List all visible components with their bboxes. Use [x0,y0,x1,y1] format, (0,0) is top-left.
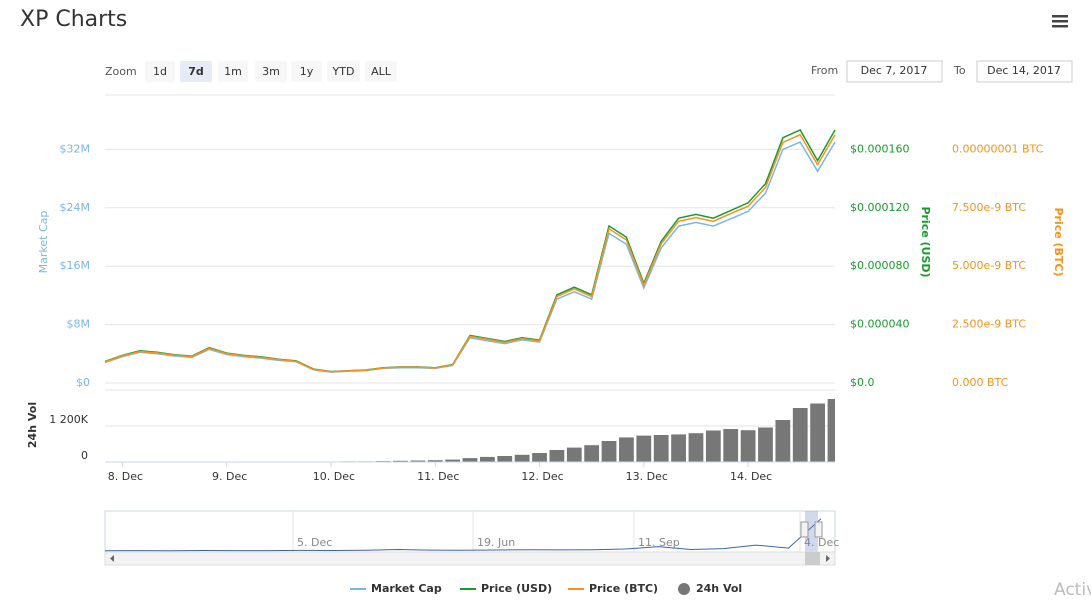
watermark: Activ [1054,580,1091,600]
volume-bar [775,420,791,462]
y3-tick-label: 2.500e-9 BTC [952,318,1026,331]
navigator-label: 5. Dec [297,536,332,549]
navigator-line [104,518,822,552]
y-tick-label: $0 [76,376,90,389]
y-tick-label: $32M [60,142,91,155]
zoom-button[interactable] [255,61,287,82]
volume-bar [810,403,826,462]
navigator-frame [104,510,836,553]
volume-bar [740,430,756,462]
y3-tick-label: 0.00000001 BTC [952,142,1044,155]
zoom-button-label[interactable]: ALL [371,65,392,78]
volume-bar [427,460,443,462]
navigator-label: 19. Jun [477,536,515,549]
navigator-selection [805,511,818,552]
navigator-handle[interactable] [814,521,823,538]
x-tick-label: 8. Dec [108,470,143,483]
legend-label[interactable]: Price (BTC) [589,582,658,595]
volume-bar [497,456,513,462]
y2-tick-label: $0.000040 [850,318,910,331]
zoom-button-label[interactable]: 1m [224,65,242,78]
volume-bar [705,430,721,462]
legend-label[interactable]: 24h Vol [696,582,742,595]
y3-axis-title: Price (BTC) [1052,207,1065,276]
navigator-handle[interactable] [800,521,809,538]
to-label: To [953,64,966,77]
scrollbar-thumb[interactable] [805,552,820,565]
zoom-button-label[interactable]: YTD [332,65,355,78]
y2-axis-title: Price (USD) [919,206,932,277]
scrollbar-arrow[interactable] [110,555,114,562]
y3-tick-label: 5.000e-9 BTC [952,259,1026,272]
volume-bar [827,399,835,462]
y-tick-label: $24M [60,201,91,214]
zoom-button-label[interactable]: 3m [262,65,280,78]
page-title: XP Charts [20,7,127,32]
volume-bar [636,435,652,462]
x-tick-label: 11. Dec [417,470,459,483]
from-input[interactable] [846,60,943,83]
zoom-button[interactable] [327,61,360,82]
y2-tick-label: $0.0 [850,376,875,389]
y-tick-label: $8M [67,318,91,331]
volume-bar [445,459,461,462]
y-axis-title: Market Cap [37,211,50,274]
to-value[interactable]: Dec 14, 2017 [987,64,1061,77]
zoom-button-label[interactable]: 1d [153,65,167,78]
volume-bar [410,460,426,462]
scrollbar-arrow[interactable] [826,555,830,562]
navigator-label: 11. Sep [638,536,680,549]
y3-tick-label: 7.500e-9 BTC [952,201,1026,214]
volume-bar [601,441,617,462]
volume-bar [566,447,582,462]
x-tick-label: 12. Dec [521,470,563,483]
volume-axis-title: 24h Vol [26,402,39,448]
volume-bar [792,408,808,462]
volume-bar [653,435,669,462]
y2-tick-label: $0.000080 [850,259,910,272]
zoom-button[interactable] [365,61,397,82]
y3-tick-label: 0.000 BTC [952,376,1009,389]
zoom-label: Zoom [105,65,137,78]
zoom-button[interactable] [180,61,212,82]
volume-bar [549,450,565,462]
volume-bar [532,453,547,462]
from-value[interactable]: Dec 7, 2017 [861,64,928,77]
y2-tick-label: $0.000160 [850,142,910,155]
volume-bar [758,427,773,462]
x-tick-label: 14. Dec [730,470,772,483]
legend-label[interactable]: Price (USD) [481,582,552,595]
from-label: From [811,64,838,77]
zoom-button-label[interactable]: 7d [188,65,204,78]
scrollbar-track[interactable] [104,551,836,566]
x-tick-label: 9. Dec [212,470,247,483]
to-input[interactable] [976,60,1073,83]
volume-bar [514,454,530,462]
legend-label[interactable]: Market Cap [371,582,442,595]
navigator-label: 4. Dec [804,536,839,549]
volume-bar [619,437,634,462]
zoom-button[interactable] [218,61,248,82]
zoom-button[interactable] [145,61,175,82]
y-tick-label: $16M [60,259,91,272]
zoom-button[interactable] [291,61,322,82]
y2-tick-label: $0.000120 [850,201,910,214]
volume-bar [479,456,495,462]
volume-bar [584,445,600,462]
x-tick-label: 10. Dec [313,470,355,483]
x-tick-label: 13. Dec [626,470,668,483]
volume-bar [723,429,739,462]
volume-bar [671,434,686,462]
zoom-button-label[interactable]: 1y [300,65,314,78]
volume-tick-label: 1 200K [49,413,88,426]
legend-swatch[interactable] [678,583,690,595]
menu-icon[interactable] [1052,15,1068,28]
series-line [104,133,836,373]
volume-bar [393,460,408,462]
volume-bar [462,458,478,462]
series-line [104,129,836,373]
volume-tick-label: 0 [81,449,88,462]
volume-bar [688,433,704,462]
